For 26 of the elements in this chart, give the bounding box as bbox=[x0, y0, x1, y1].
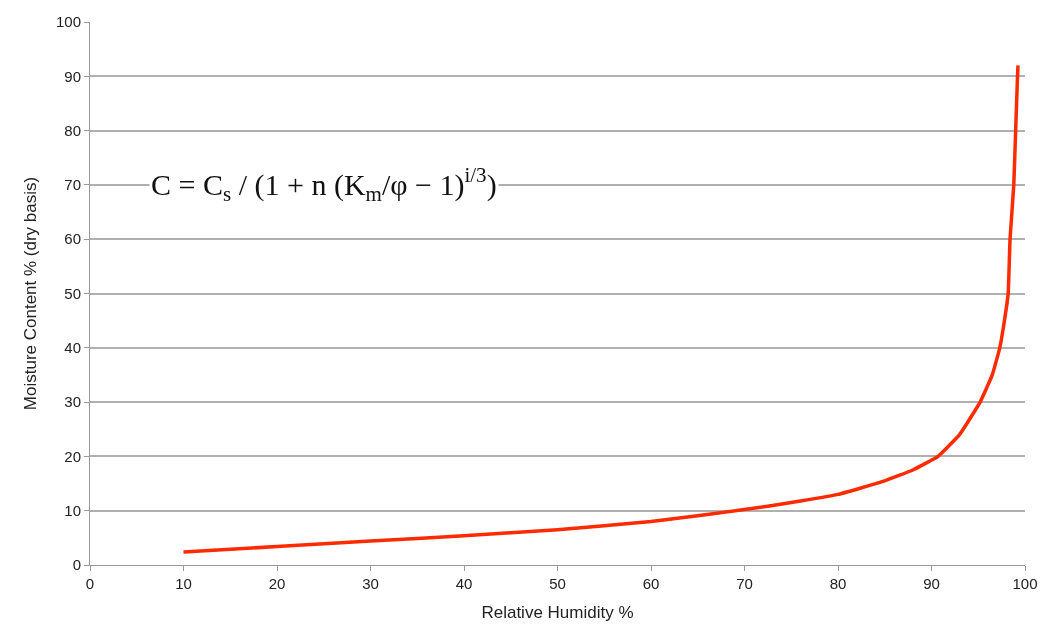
annotation: C = C$_{s}$ / (1 + n (K$_{m}$/φ − 1)$^{i/3}$) bbox=[151, 163, 497, 206]
y-tick-label: 80 bbox=[64, 121, 81, 139]
y-tick-label: 40 bbox=[64, 339, 81, 357]
x-tick-label: 60 bbox=[642, 575, 660, 592]
x-tick-label: 20 bbox=[268, 575, 286, 592]
x-tick-label: 90 bbox=[923, 575, 940, 592]
y-tick-label: 50 bbox=[64, 284, 81, 302]
x-tick-label: 30 bbox=[362, 575, 379, 592]
x-tick-label: 0 bbox=[85, 575, 95, 592]
x-tick-label: 70 bbox=[736, 575, 753, 592]
y-tick-label: 100 bbox=[55, 13, 81, 31]
x-tick-label: 80 bbox=[829, 575, 847, 592]
line-series bbox=[181, 63, 1020, 554]
x-tick-label: 100 bbox=[1012, 575, 1038, 592]
x-tick-label: 50 bbox=[549, 575, 566, 592]
x-tick-label: 10 bbox=[175, 575, 192, 592]
x-axis-title: Relative Humidity % bbox=[481, 603, 634, 623]
y-tick-label: 0 bbox=[72, 556, 81, 574]
y-tick-label: 70 bbox=[64, 176, 81, 194]
y-tick-label: 30 bbox=[64, 393, 81, 411]
y-tick-label: 90 bbox=[64, 67, 81, 85]
y-tick-label: 60 bbox=[64, 230, 81, 248]
y-axis-title: Moisture Content % (dry basis) bbox=[20, 176, 40, 411]
x-tick-label: 40 bbox=[455, 575, 473, 592]
y-tick-label: 10 bbox=[64, 501, 81, 519]
y-tick-label: 20 bbox=[64, 447, 81, 465]
